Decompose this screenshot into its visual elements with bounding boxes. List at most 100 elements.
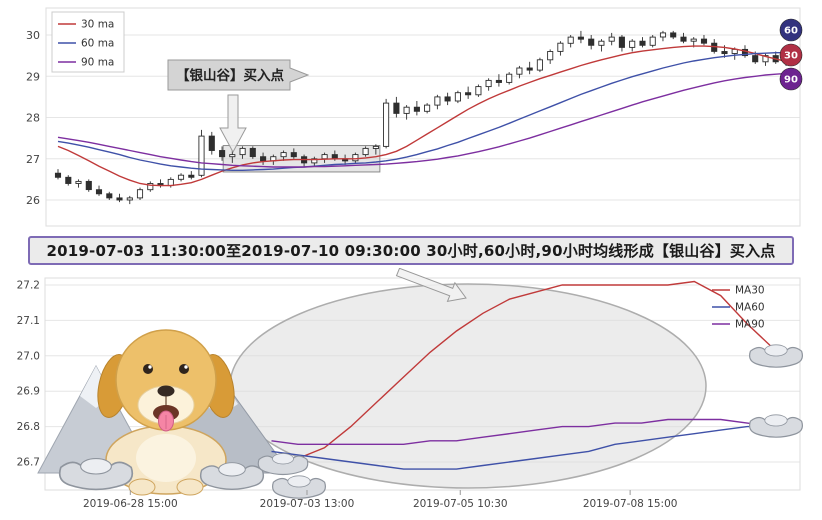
candle [557,42,564,52]
candle [260,156,267,162]
bottom-chart: 26.7 26.8 26.9 27.0 27.1 27.2 MA30 MA60 MA90 2019… [17,268,803,510]
candle [752,55,759,63]
candle [670,32,677,38]
candle [106,193,113,199]
candle [577,36,584,40]
candle [721,51,728,55]
top-chart: 26 27 28 29 30 30 ma 60 ma 90 ma 【银山谷】买入点 60 30 90 [26,7,803,227]
silver-ingot-icon [749,344,803,368]
candle [229,154,236,158]
candle [290,152,297,158]
x-tick-label: 2019-07-03 13:00 [260,498,355,510]
y-tick-label: 27 [26,153,40,166]
candle [65,176,72,184]
candle [608,36,615,42]
ma-line [271,425,800,470]
candle [352,154,359,162]
candle [629,40,636,48]
badge-label: 30 [784,51,798,62]
candle [680,36,687,42]
banner-text: 2019-07-03 11:30:00至2019-07-10 09:30:00 … [46,241,776,260]
silver-ingot-icon [199,462,265,491]
candle [116,197,123,201]
buy-point-annotation: 【银山谷】买入点 [167,59,310,91]
y-tick-label: 27.1 [17,315,40,327]
candle [383,102,390,147]
candle [198,135,205,176]
legend-label: 60 ma [81,38,114,50]
candle [536,59,543,71]
dog-eye [179,364,189,374]
legend-label: MA90 [735,319,765,331]
ma30-badge [779,43,803,67]
candle [649,36,656,46]
top-legend: 30 ma 60 ma 90 ma [51,11,125,73]
y-tick-label: 26.7 [17,457,40,469]
x-tick-label: 2019-07-08 15:00 [583,498,678,510]
banner-band: 2019-07-03 11:30:00至2019-07-10 09:30:00 … [0,232,822,268]
y-tick-label: 30 [26,29,40,42]
ma-line [57,45,787,187]
plot-border [45,7,801,227]
candle [219,150,226,158]
annotation-ribbon [167,59,310,91]
y-tick-label: 29 [26,70,40,83]
silver-ingot-icon [749,414,803,438]
x-tick-label: 2019-06-28 15:00 [83,498,178,510]
candle [54,172,62,178]
candle [690,38,697,42]
candle [659,32,667,38]
y-tick-label: 26 [26,194,40,207]
candle [598,40,605,46]
candle [239,147,246,156]
badge-label: 60 [784,26,798,37]
y-tick-label: 28 [26,112,40,125]
candle [147,183,154,191]
silver-ingot-icon [257,453,309,476]
candle [475,86,482,96]
candle [506,73,513,83]
y-tick-label: 27.2 [17,280,40,292]
candle [188,174,195,178]
candle [741,48,749,57]
candle [465,92,472,96]
candle [403,106,410,114]
candle [95,189,103,195]
candle [75,180,82,184]
candle [444,96,451,102]
candle [516,67,523,75]
candle [413,106,420,112]
candle [762,55,769,63]
dog-image [97,329,235,496]
annotation-label: 【银山谷】买入点 [176,67,284,84]
candle [424,104,431,112]
candle [547,51,554,61]
legend-label: MA60 [735,302,765,314]
legend-label: 90 ma [81,57,114,69]
candle [526,67,533,71]
candle [126,197,133,201]
ma-line [271,280,801,463]
silver-ingot-icon [58,458,134,491]
silver-ingot-icon [272,475,326,499]
candle [485,79,492,88]
y-tick-label: 26.8 [17,421,40,433]
legend-label: 30 ma [81,19,114,31]
candle [618,36,625,48]
ma-line [271,418,800,446]
candle [567,36,574,44]
candle [362,147,369,156]
top-grid [46,34,800,201]
candle [495,79,502,83]
candle [177,174,185,180]
x-tick-label: 2019-07-05 10:30 [413,498,508,510]
candle [700,38,708,44]
candle [434,96,441,106]
ma-line [57,52,786,172]
dog-nose [157,385,175,397]
candle [280,152,287,158]
candle [208,135,215,151]
ma60-badge [779,18,803,42]
pattern-banner: 2019-07-03 11:30:00至2019-07-10 09:30:00 … [28,235,794,265]
